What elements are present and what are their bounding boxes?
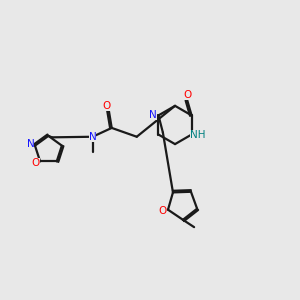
Text: NH: NH	[190, 130, 206, 140]
Text: O: O	[183, 90, 191, 100]
Text: O: O	[158, 206, 166, 216]
Text: N: N	[149, 110, 157, 120]
Text: N: N	[89, 132, 97, 142]
Text: N: N	[27, 139, 34, 149]
Text: O: O	[102, 101, 110, 111]
Text: O: O	[32, 158, 40, 168]
